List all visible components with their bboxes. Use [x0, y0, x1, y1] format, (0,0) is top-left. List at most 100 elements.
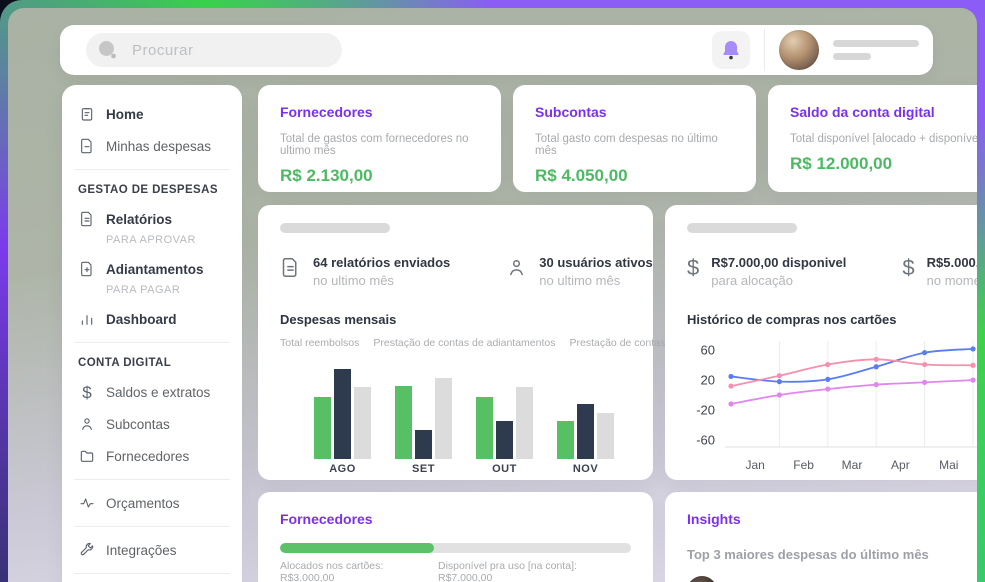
sidebar-item-label: Adiantamentos	[106, 261, 204, 277]
bar	[314, 397, 331, 459]
stat-item: 30 usuários ativos no ultimo mês	[506, 255, 653, 288]
sidebar-item-subcontas[interactable]: Subcontas	[78, 415, 226, 433]
sidebar-item-adiantamentos[interactable]: Adiantamentos	[78, 260, 226, 278]
activity-icon	[78, 494, 96, 512]
user-name-skeleton	[833, 40, 919, 60]
y-tick-label: 20	[700, 372, 715, 388]
sidebar-divider	[74, 573, 230, 574]
bar-category-label: OUT	[492, 463, 517, 475]
sidebar-item-label: Dashboard	[106, 311, 177, 327]
dollar-icon: $	[82, 382, 92, 402]
series-blue-point	[922, 350, 928, 356]
stat-caption: no ultimo mês	[539, 273, 621, 288]
dollar-icon: $	[902, 255, 915, 280]
card-title: Fornecedores	[280, 104, 373, 120]
document-icon	[78, 137, 96, 155]
search-input[interactable]	[130, 40, 330, 60]
sidebar-section-header: GESTAO DE DESPESAS	[78, 184, 218, 196]
series-blue-line	[730, 348, 974, 383]
sidebar-divider	[74, 169, 230, 170]
line-chart-plot	[725, 341, 977, 448]
sidebar-item-orcamentos[interactable]: Orçamentos	[78, 494, 226, 512]
series-violet-line	[730, 379, 974, 405]
top-bar	[60, 25, 933, 75]
series-violet-point	[776, 392, 782, 398]
sidebar-item-fornecedores[interactable]: Fornecedores	[78, 447, 226, 465]
topbar-divider	[764, 29, 765, 71]
stat-caption: para alocação	[711, 273, 793, 288]
series-pink-point	[970, 362, 976, 368]
series-pink-line	[730, 358, 974, 387]
progress-allocated-label: Alocados nos cartões: R$3.000,00	[280, 560, 384, 582]
cards-stats: $ R$7.000,00 disponivel para alocação $ R$5.…	[687, 255, 977, 288]
sidebar-divider	[74, 526, 230, 527]
card-value: R$ 4.050,00	[535, 166, 628, 185]
stat-value: 30 usuários ativos	[539, 255, 653, 270]
sidebar-item-saldos-e-extratos[interactable]: $ Saldos e extratos	[78, 383, 226, 401]
bar-group-out: OUT	[476, 363, 533, 475]
summary-card-subcontas: Subcontas Total gasto com despesas no últ…	[513, 85, 756, 192]
card-title-skeleton	[687, 223, 797, 233]
search-icon	[99, 41, 116, 59]
sidebar-item-home[interactable]: Home	[78, 105, 226, 123]
notifications-button[interactable]	[712, 31, 750, 69]
sidebar-item-dashboard[interactable]: Dashboard	[78, 310, 226, 328]
card-description: Total disponível [alocado + disponível]	[790, 133, 977, 145]
suppliers-card-title: Fornecedores	[280, 511, 373, 527]
document-lines-icon	[280, 257, 301, 283]
x-tick-label: Mai	[939, 458, 959, 472]
stat-item: $ R$5.000,00 disponivel no momento	[902, 255, 977, 288]
sidebar-item-sublabel: PARA APROVAR	[106, 234, 196, 246]
card-description: Total de gastos com fornecedores no ulti…	[280, 133, 469, 157]
y-tick-label: 60	[700, 342, 715, 358]
series-pink-point	[728, 383, 734, 389]
series-violet-point	[728, 401, 734, 407]
search-bar[interactable]	[86, 33, 342, 67]
stat-caption: no momento	[926, 273, 977, 288]
card-title: Saldo da conta digital	[790, 104, 935, 120]
series-violet-point	[873, 382, 879, 388]
bar-group-nov: NOV	[557, 363, 614, 475]
series-pink-point	[873, 356, 879, 362]
y-tick-label: -20	[696, 402, 715, 418]
insights-card-title: Insights	[687, 511, 741, 527]
document-plus-icon	[78, 260, 96, 278]
sidebar-item-integracoes[interactable]: Integrações	[78, 541, 226, 559]
bar	[354, 387, 371, 459]
bar-category-label: SET	[412, 463, 435, 475]
bar	[597, 413, 614, 459]
sidebar-item-label: Integrações	[106, 542, 177, 558]
bar	[334, 369, 351, 459]
series-blue-point	[776, 379, 782, 385]
skeleton-line	[833, 53, 871, 60]
sidebar-item-relatorios[interactable]: Relatórios	[78, 210, 226, 228]
stat-value: R$5.000,00 disponivel	[926, 255, 977, 270]
x-tick-label: Mar	[841, 458, 863, 472]
sidebar-item-minhas-despesas[interactable]: Minhas despesas	[78, 137, 226, 155]
reports-card: 64 relatórios enviados no ultimo mês 30 us…	[258, 205, 712, 480]
summary-card-fornecedores: Fornecedores Total de gastos com forneced…	[258, 85, 501, 192]
series-pink-point	[922, 361, 928, 368]
bar	[395, 386, 412, 459]
series-violet-point	[922, 379, 928, 385]
card-title: Subcontas	[535, 104, 607, 120]
x-tick-label: Feb	[793, 458, 814, 472]
bar-chart-title: Despesas mensais	[280, 312, 397, 327]
suppliers-card: Fornecedores Alocados nos cartões: R$3.0…	[258, 492, 653, 582]
series-blue-point	[825, 376, 831, 382]
user-avatar[interactable]	[779, 30, 819, 70]
card-title-skeleton	[280, 223, 390, 233]
x-tick-label: Jan	[745, 458, 765, 472]
wrench-icon	[78, 541, 96, 559]
sidebar-section-header: CONTA DIGITAL	[78, 357, 172, 369]
sidebar-item-label: Saldos e extratos	[106, 384, 211, 400]
summary-card-saldo-da-conta-digital: Saldo da conta digital Total disponível […	[768, 85, 977, 192]
insight-avatar	[687, 576, 717, 582]
series-pink-point	[776, 373, 782, 379]
allocation-progress-fill	[280, 543, 435, 553]
line-chart-title: Histórico de compras nos cartões	[687, 312, 897, 327]
monthly-expenses-bar-chart: AGO SET OUT NOV	[314, 363, 631, 475]
card-description: Total gasto com despesas no último mês	[535, 133, 718, 157]
person-icon	[78, 415, 96, 433]
